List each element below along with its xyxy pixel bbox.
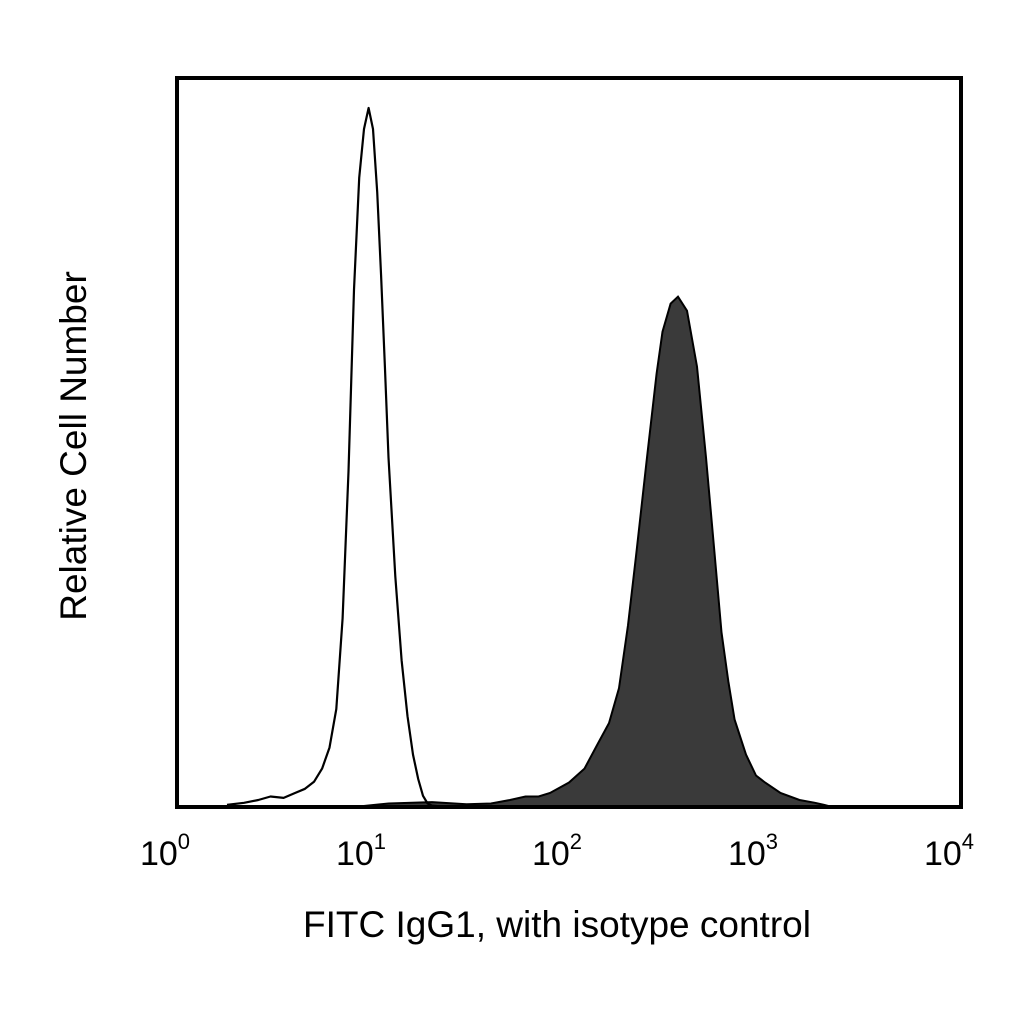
x-tick-label: 101	[336, 829, 386, 873]
x-tick-base: 10	[140, 835, 178, 873]
x-axis-title: FITC IgG1, with isotype control	[303, 904, 811, 945]
series-filled-histogram	[353, 295, 833, 808]
series-layer	[226, 106, 833, 809]
x-tick-base: 10	[532, 835, 570, 873]
x-tick-label: 104	[924, 829, 974, 873]
x-tick-exponent: 3	[766, 829, 778, 854]
series-outline-histogram	[226, 106, 452, 809]
plot-frame	[175, 76, 963, 809]
x-tick-base: 10	[924, 835, 962, 873]
x-tick-label: 102	[532, 829, 582, 873]
y-axis-title: Relative Cell Number	[53, 271, 94, 621]
x-tick-exponent: 0	[178, 829, 190, 854]
x-tick-label: 100	[140, 829, 190, 873]
x-tick-exponent: 4	[962, 829, 974, 854]
x-tick-exponent: 2	[570, 829, 582, 854]
x-tick-labels: 100 101 102 103 104	[140, 829, 974, 873]
x-tick-base: 10	[336, 835, 374, 873]
x-tick-exponent: 1	[374, 829, 386, 854]
x-tick-label: 103	[728, 829, 778, 873]
x-tick-base: 10	[728, 835, 766, 873]
